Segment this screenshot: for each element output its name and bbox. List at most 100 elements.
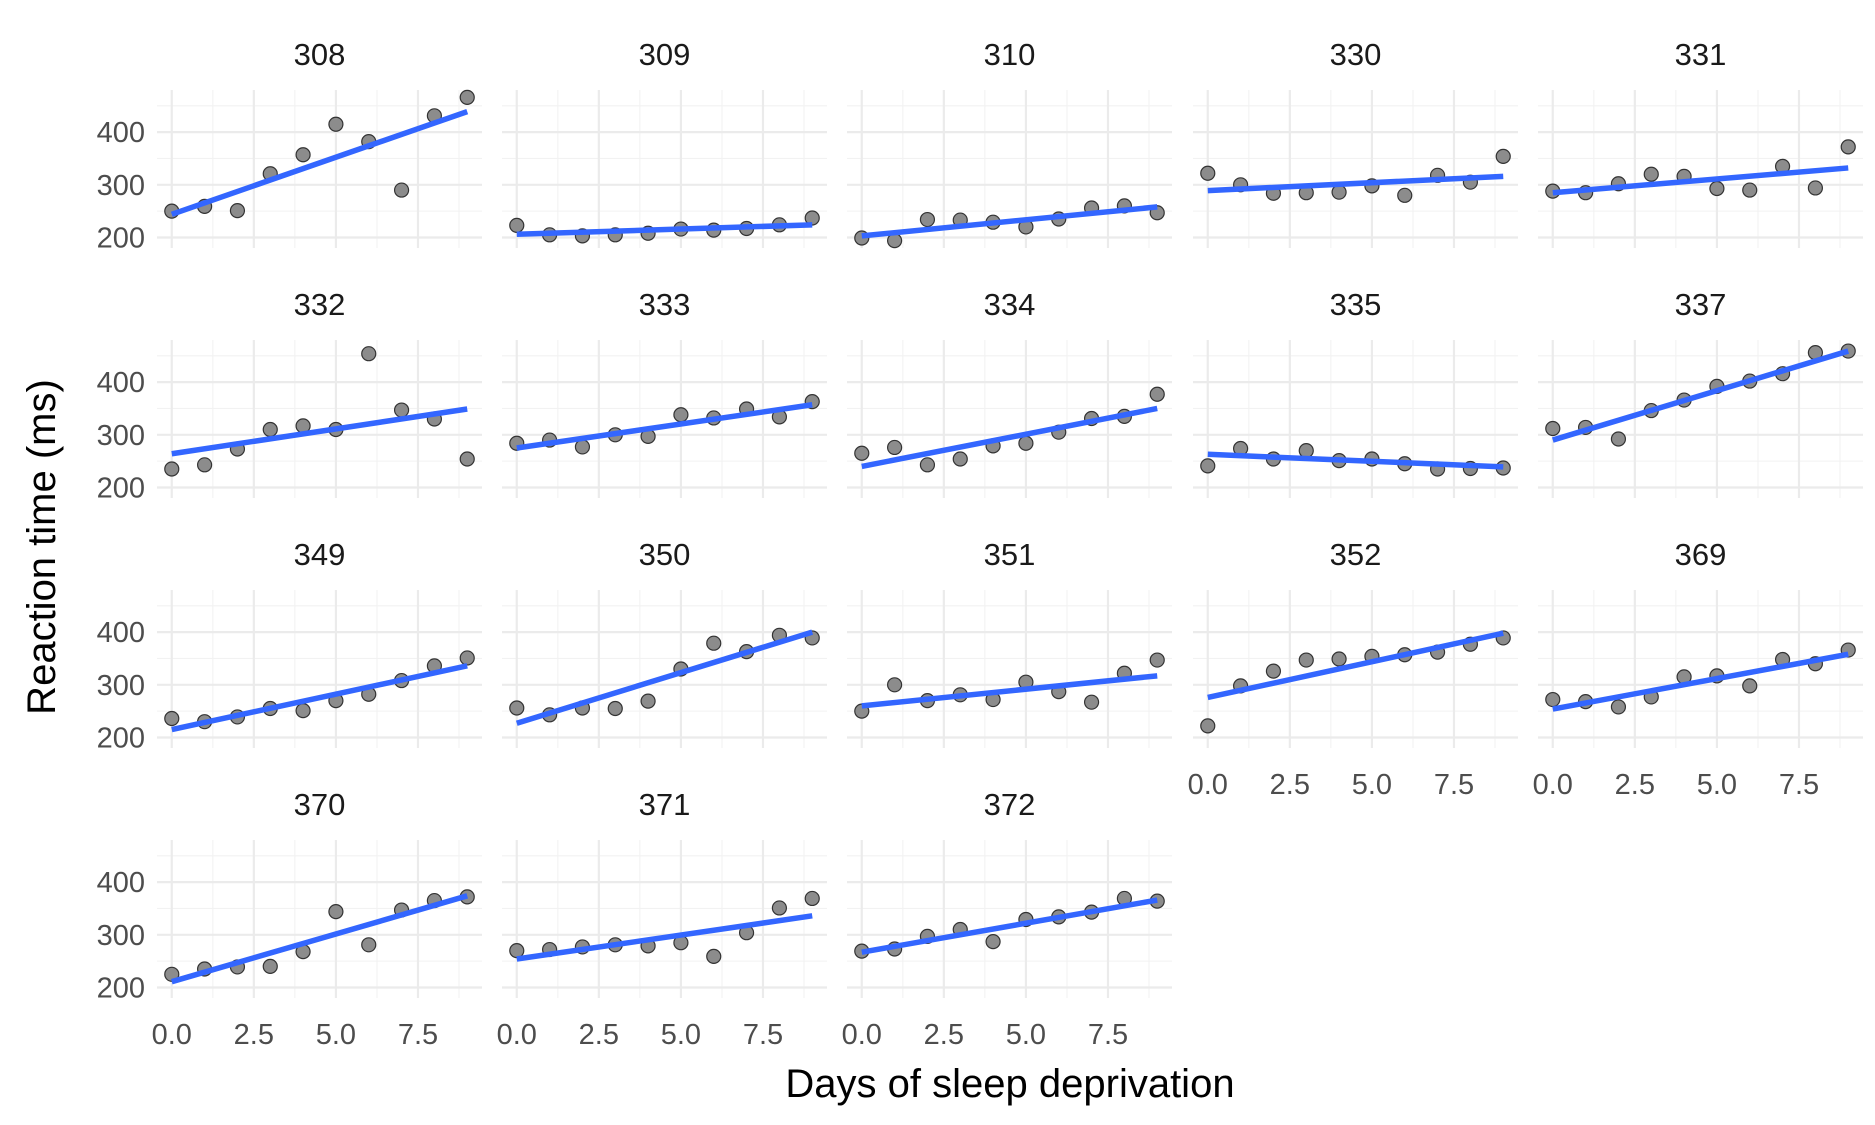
data-point [1742, 182, 1758, 198]
data-point [459, 451, 475, 467]
data-point [164, 461, 180, 477]
data-point [1200, 165, 1216, 181]
data-point [393, 182, 410, 198]
data-point [1149, 386, 1165, 402]
facet-panel-332: 332 200 300 400 [97, 287, 482, 504]
data-point [361, 937, 377, 953]
facet-panel-349: 349 200 300 400 [97, 537, 482, 754]
regression-line [515, 629, 814, 726]
x-tick-label: 0.0 [1533, 769, 1573, 801]
data-point [328, 116, 344, 132]
x-tick-label: 0.0 [152, 1019, 192, 1051]
y-tick-label: 400 [97, 867, 145, 899]
facet-title: 335 [1330, 287, 1382, 322]
data-point [1397, 187, 1413, 203]
data-point [1018, 435, 1034, 451]
regression-line [861, 897, 1158, 955]
facet-panels: 308 200 300 400 309 310 330 331 332 200 300 400 333 3… [97, 37, 1863, 1051]
data-point [1742, 678, 1758, 694]
y-tick-label: 200 [97, 472, 145, 504]
y-tick-label: 400 [97, 367, 145, 399]
data-point [1200, 718, 1216, 734]
y-tick-label: 400 [97, 117, 145, 149]
facet-panel-351: 351 [847, 537, 1172, 748]
data-point [1265, 663, 1282, 679]
regression-line [861, 673, 1158, 709]
data-point [607, 700, 623, 717]
y-tick-label: 400 [97, 617, 145, 649]
data-point [197, 457, 213, 473]
data-point [854, 445, 870, 461]
x-tick-label: 2.5 [234, 1019, 274, 1051]
data-point [804, 890, 820, 907]
regression-line [171, 406, 468, 457]
y-tick-label: 200 [97, 722, 145, 754]
data-point [1331, 651, 1347, 667]
facet-title: 337 [1675, 287, 1727, 322]
data-point [1083, 694, 1100, 710]
data-point [393, 402, 410, 418]
facet-panel-309: 309 [502, 37, 827, 248]
data-point [673, 407, 689, 423]
facet-title: 371 [639, 787, 691, 822]
x-tick-label: 7.5 [1088, 1019, 1128, 1051]
facet-panel-370: 370 200 300 400 0.0 2.5 5.0 7.5 [97, 787, 482, 1051]
x-tick-label: 5.0 [1352, 769, 1392, 801]
facet-panel-369: 369 0.0 2.5 5.0 7.5 [1533, 537, 1863, 801]
facet-panel-308: 308 200 300 400 [97, 37, 482, 254]
x-tick-label: 2.5 [579, 1019, 619, 1051]
regression-line [1551, 348, 1850, 443]
data-point [1840, 139, 1856, 155]
facet-title: 332 [294, 287, 346, 322]
facet-panel-371: 371 0.0 2.5 5.0 7.5 [497, 787, 827, 1051]
data-point [1610, 699, 1627, 715]
data-point [262, 958, 278, 975]
data-point [328, 904, 344, 920]
facet-title: 333 [639, 287, 691, 322]
data-point [706, 635, 722, 651]
x-tick-label: 5.0 [1697, 769, 1737, 801]
facet-title: 330 [1330, 37, 1382, 72]
data-point [574, 439, 591, 455]
y-tick-label: 300 [97, 670, 145, 702]
facet-title: 350 [639, 537, 691, 572]
regression-line [516, 402, 813, 451]
facet-title: 308 [294, 37, 346, 72]
y-tick-label: 300 [97, 920, 145, 952]
data-point [1331, 184, 1347, 200]
x-tick-label: 0.0 [1188, 769, 1228, 801]
regression-line [861, 204, 1158, 239]
regression-line [170, 108, 469, 217]
x-tick-label: 7.5 [743, 1019, 783, 1051]
x-tick-label: 2.5 [924, 1019, 964, 1051]
data-point [459, 650, 475, 666]
facet-title: 331 [1675, 37, 1727, 72]
data-point [1149, 652, 1165, 668]
facet-panel-333: 333 [502, 287, 827, 498]
data-point [509, 942, 525, 959]
data-point [1298, 652, 1314, 668]
facet-panel-331: 331 [1538, 37, 1863, 248]
data-point [509, 700, 525, 716]
data-point [1545, 691, 1561, 708]
y-tick-label: 300 [97, 170, 145, 202]
facet-title: 352 [1330, 537, 1382, 572]
facet-title: 372 [984, 787, 1036, 822]
regression-line [171, 663, 468, 733]
x-tick-label: 5.0 [316, 1019, 356, 1051]
data-point [1200, 458, 1216, 474]
data-point [919, 457, 936, 473]
facet-panel-372: 372 0.0 2.5 5.0 7.5 [842, 787, 1172, 1051]
data-point [1643, 166, 1659, 182]
facet-panel-330: 330 [1193, 37, 1518, 248]
data-point [706, 948, 722, 964]
x-tick-label: 7.5 [1779, 769, 1819, 801]
y-tick-label: 200 [97, 972, 145, 1004]
regression-line [1207, 173, 1504, 194]
x-tick-label: 2.5 [1270, 769, 1310, 801]
facet-panel-337: 337 [1538, 287, 1863, 498]
data-point [887, 677, 903, 693]
regression-line [1207, 630, 1504, 701]
facet-title: 334 [984, 287, 1036, 322]
